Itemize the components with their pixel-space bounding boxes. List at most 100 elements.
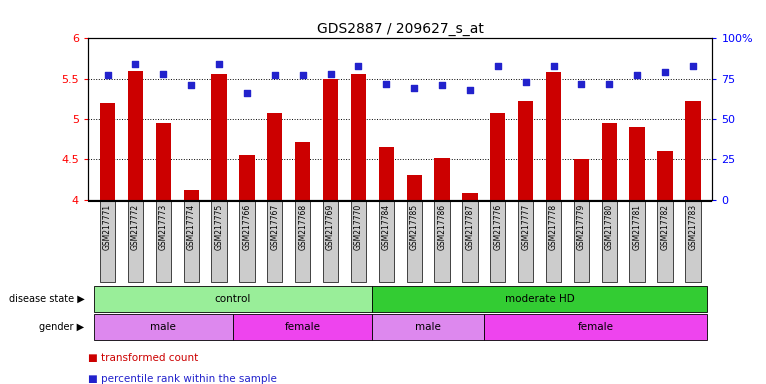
Bar	[184, 190, 199, 200]
Text: GSM217769: GSM217769	[326, 204, 335, 250]
Point	[519, 79, 532, 85]
Text: GSM217787: GSM217787	[466, 204, 474, 250]
Point	[185, 82, 198, 88]
FancyBboxPatch shape	[546, 201, 561, 283]
Bar	[518, 101, 533, 200]
Text: GSM217766: GSM217766	[243, 204, 251, 250]
Text: GSM217775: GSM217775	[214, 204, 224, 250]
Bar	[155, 123, 171, 200]
Title: GDS2887 / 209627_s_at: GDS2887 / 209627_s_at	[317, 22, 483, 36]
Text: GSM217770: GSM217770	[354, 204, 363, 250]
Bar	[434, 158, 450, 200]
Point	[575, 81, 588, 87]
Text: GSM217768: GSM217768	[298, 204, 307, 250]
Text: GSM217779: GSM217779	[577, 204, 586, 250]
Text: moderate HD: moderate HD	[505, 293, 574, 304]
Point	[296, 73, 309, 79]
Point	[101, 73, 113, 79]
FancyBboxPatch shape	[323, 201, 339, 283]
Text: disease state ▶: disease state ▶	[8, 293, 84, 304]
Point	[129, 61, 142, 67]
Text: GSM217786: GSM217786	[437, 204, 447, 250]
Text: GSM217785: GSM217785	[410, 204, 419, 250]
Point	[157, 71, 169, 77]
Text: GSM217767: GSM217767	[270, 204, 280, 250]
FancyBboxPatch shape	[295, 201, 310, 283]
Text: GSM217774: GSM217774	[187, 204, 195, 250]
Bar	[100, 103, 115, 200]
Text: control: control	[214, 293, 251, 304]
Bar	[601, 123, 617, 200]
FancyBboxPatch shape	[518, 201, 533, 283]
Bar	[267, 113, 283, 200]
Point	[548, 63, 560, 69]
Point	[631, 73, 643, 79]
FancyBboxPatch shape	[657, 201, 673, 283]
FancyBboxPatch shape	[211, 201, 227, 283]
FancyBboxPatch shape	[434, 201, 450, 283]
Point	[436, 82, 448, 88]
FancyBboxPatch shape	[490, 201, 506, 283]
Point	[380, 81, 392, 87]
FancyBboxPatch shape	[378, 201, 394, 283]
FancyBboxPatch shape	[601, 201, 617, 283]
Point	[325, 71, 337, 77]
Text: male: male	[150, 322, 176, 333]
Bar	[351, 74, 366, 200]
Bar	[211, 74, 227, 200]
Point	[269, 73, 281, 79]
Text: male: male	[415, 322, 441, 333]
FancyBboxPatch shape	[407, 201, 422, 283]
FancyBboxPatch shape	[267, 201, 283, 283]
Bar	[407, 175, 422, 200]
Text: GSM217783: GSM217783	[689, 204, 697, 250]
Text: female: female	[578, 322, 614, 333]
FancyBboxPatch shape	[462, 201, 477, 283]
Text: female: female	[285, 322, 321, 333]
Bar	[574, 159, 589, 200]
Bar	[630, 127, 645, 200]
FancyBboxPatch shape	[100, 201, 115, 283]
Text: GSM217776: GSM217776	[493, 204, 502, 250]
Point	[492, 63, 504, 69]
Point	[241, 90, 253, 96]
FancyBboxPatch shape	[93, 286, 372, 311]
FancyBboxPatch shape	[155, 201, 171, 283]
Bar	[657, 151, 673, 200]
FancyBboxPatch shape	[484, 314, 707, 340]
Text: gender ▶: gender ▶	[39, 322, 84, 333]
FancyBboxPatch shape	[372, 314, 484, 340]
FancyBboxPatch shape	[93, 314, 233, 340]
Text: ■ transformed count: ■ transformed count	[88, 353, 198, 363]
Bar	[490, 113, 506, 200]
Text: GSM217771: GSM217771	[103, 204, 112, 250]
Text: GSM217781: GSM217781	[633, 204, 642, 250]
Bar	[239, 154, 254, 200]
Text: GSM217777: GSM217777	[521, 204, 530, 250]
Point	[213, 61, 225, 67]
FancyBboxPatch shape	[372, 286, 707, 311]
Text: GSM217772: GSM217772	[131, 204, 140, 250]
Point	[659, 69, 671, 75]
FancyBboxPatch shape	[630, 201, 645, 283]
Bar	[686, 101, 701, 200]
Bar	[295, 142, 310, 200]
FancyBboxPatch shape	[184, 201, 199, 283]
Point	[603, 81, 615, 87]
Text: GSM217778: GSM217778	[549, 204, 558, 250]
Point	[352, 63, 365, 69]
Point	[687, 63, 699, 69]
Text: ■ percentile rank within the sample: ■ percentile rank within the sample	[88, 374, 277, 384]
FancyBboxPatch shape	[239, 201, 254, 283]
Bar	[323, 79, 339, 200]
FancyBboxPatch shape	[686, 201, 701, 283]
FancyBboxPatch shape	[233, 314, 372, 340]
Bar	[378, 147, 394, 200]
Bar	[462, 193, 477, 200]
Text: GSM217784: GSM217784	[381, 204, 391, 250]
Point	[408, 85, 421, 91]
FancyBboxPatch shape	[351, 201, 366, 283]
Text: GSM217773: GSM217773	[159, 204, 168, 250]
Bar	[128, 71, 143, 200]
Text: GSM217780: GSM217780	[605, 204, 614, 250]
